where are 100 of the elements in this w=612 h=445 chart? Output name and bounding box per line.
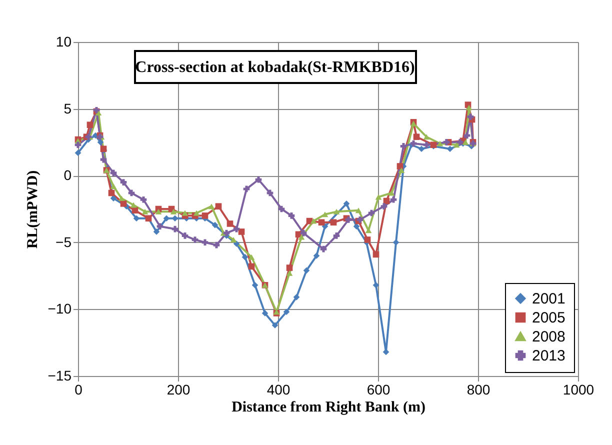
point xyxy=(353,223,360,230)
point xyxy=(464,132,470,139)
point xyxy=(318,219,325,226)
point xyxy=(120,179,127,186)
point xyxy=(170,208,177,214)
point xyxy=(333,208,340,214)
point xyxy=(380,203,388,210)
y-axis-title: RL(mPWD) xyxy=(24,170,41,249)
point xyxy=(255,176,262,183)
point xyxy=(388,190,395,196)
point xyxy=(110,170,117,176)
point xyxy=(172,226,178,232)
point xyxy=(120,200,127,207)
point xyxy=(230,236,237,242)
point xyxy=(398,168,405,173)
point xyxy=(320,246,327,252)
point xyxy=(242,254,248,260)
x-tick-label: 600 xyxy=(366,382,390,398)
x-tick-label: 400 xyxy=(266,382,290,398)
point xyxy=(110,184,117,190)
point xyxy=(355,208,362,214)
point xyxy=(418,146,425,152)
point xyxy=(266,190,274,196)
point xyxy=(396,163,404,170)
legend-label: 2005 xyxy=(532,310,566,326)
point xyxy=(248,254,255,260)
point xyxy=(313,252,320,259)
point xyxy=(202,212,208,219)
point xyxy=(436,140,444,146)
point xyxy=(208,204,215,210)
point xyxy=(100,156,107,163)
point xyxy=(163,215,170,222)
point xyxy=(193,210,200,216)
point xyxy=(343,200,350,207)
point xyxy=(453,142,460,148)
point xyxy=(368,210,375,216)
point xyxy=(372,282,380,288)
point xyxy=(300,230,307,236)
point xyxy=(288,212,295,219)
x-tick-label: 1000 xyxy=(562,382,594,398)
point xyxy=(172,215,178,222)
point xyxy=(293,294,300,300)
point xyxy=(375,194,382,200)
point xyxy=(333,232,340,239)
point xyxy=(364,236,371,243)
legend-label: 2001 xyxy=(532,290,566,308)
point xyxy=(128,190,135,196)
point xyxy=(74,150,82,156)
y-tick-label: −15 xyxy=(48,368,72,384)
point xyxy=(74,142,82,148)
point xyxy=(462,139,469,145)
point xyxy=(392,239,400,246)
point xyxy=(155,208,162,214)
legend-label: 2013 xyxy=(532,348,566,364)
point xyxy=(298,234,305,240)
x-axis-title: Distance from Right Bank (m) xyxy=(232,400,426,416)
point xyxy=(446,146,454,152)
point xyxy=(413,134,420,140)
point xyxy=(212,222,218,228)
point xyxy=(423,142,430,148)
y-tick-label: 5 xyxy=(64,100,72,116)
point xyxy=(272,322,278,328)
point xyxy=(400,143,407,150)
point xyxy=(238,228,245,235)
point xyxy=(133,215,140,222)
point xyxy=(108,190,115,196)
point xyxy=(182,210,188,216)
y-tick-label: 10 xyxy=(56,34,72,50)
point xyxy=(118,196,125,202)
text: Cross-section at kobadak(St-RMKBD16) xyxy=(135,59,415,76)
point xyxy=(423,134,430,140)
point xyxy=(215,203,222,210)
point xyxy=(202,239,208,246)
point xyxy=(283,308,290,316)
point xyxy=(140,196,147,203)
point xyxy=(182,232,188,239)
point xyxy=(192,236,198,243)
legend-label: 2008 xyxy=(532,328,566,346)
point xyxy=(226,220,234,227)
point xyxy=(467,114,474,120)
x-tick-label: 200 xyxy=(166,382,190,398)
point xyxy=(310,218,317,224)
point xyxy=(248,263,255,270)
point xyxy=(322,212,328,218)
y-tick-label: 0 xyxy=(64,167,72,184)
point xyxy=(456,139,464,146)
point xyxy=(142,208,148,214)
point xyxy=(156,223,164,230)
point xyxy=(223,230,230,236)
point xyxy=(322,223,328,230)
point xyxy=(286,270,293,276)
point xyxy=(252,282,258,288)
point xyxy=(262,310,268,316)
point xyxy=(390,196,397,203)
x-tick-label: 800 xyxy=(466,382,490,398)
point xyxy=(382,348,390,356)
point xyxy=(466,104,472,110)
point xyxy=(303,267,310,274)
point xyxy=(132,207,138,214)
point xyxy=(286,264,293,271)
